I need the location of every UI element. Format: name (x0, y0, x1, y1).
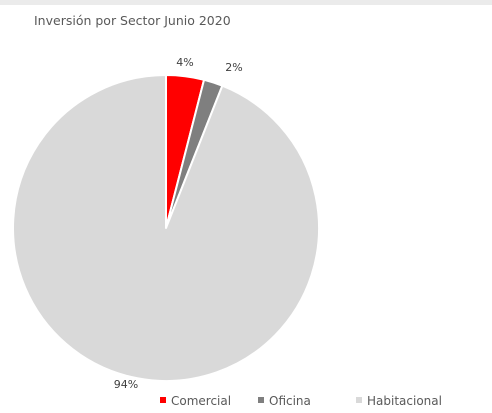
slice-label-oficina: 2% (225, 61, 242, 74)
pie-slice-habitacional (12, 74, 320, 382)
legend-label-comercial: Comercial (171, 394, 231, 408)
chart-title: Inversión por Sector Junio 2020 (34, 13, 231, 28)
legend-swatch-oficina (258, 397, 264, 403)
legend-label-habitacional: Habitacional (367, 394, 442, 408)
pie-slice-labels: 4% 2% 94% (114, 56, 243, 391)
top-strip (0, 0, 492, 5)
legend-label-oficina: Oficina (269, 394, 311, 408)
legend-swatch-habitacional (356, 397, 362, 403)
legend: Comercial Oficina Habitacional (160, 394, 442, 408)
pie-slices (12, 74, 320, 382)
slice-label-habitacional: 94% (114, 378, 138, 391)
legend-swatch-comercial (160, 397, 166, 403)
slice-label-comercial: 4% (176, 56, 193, 69)
